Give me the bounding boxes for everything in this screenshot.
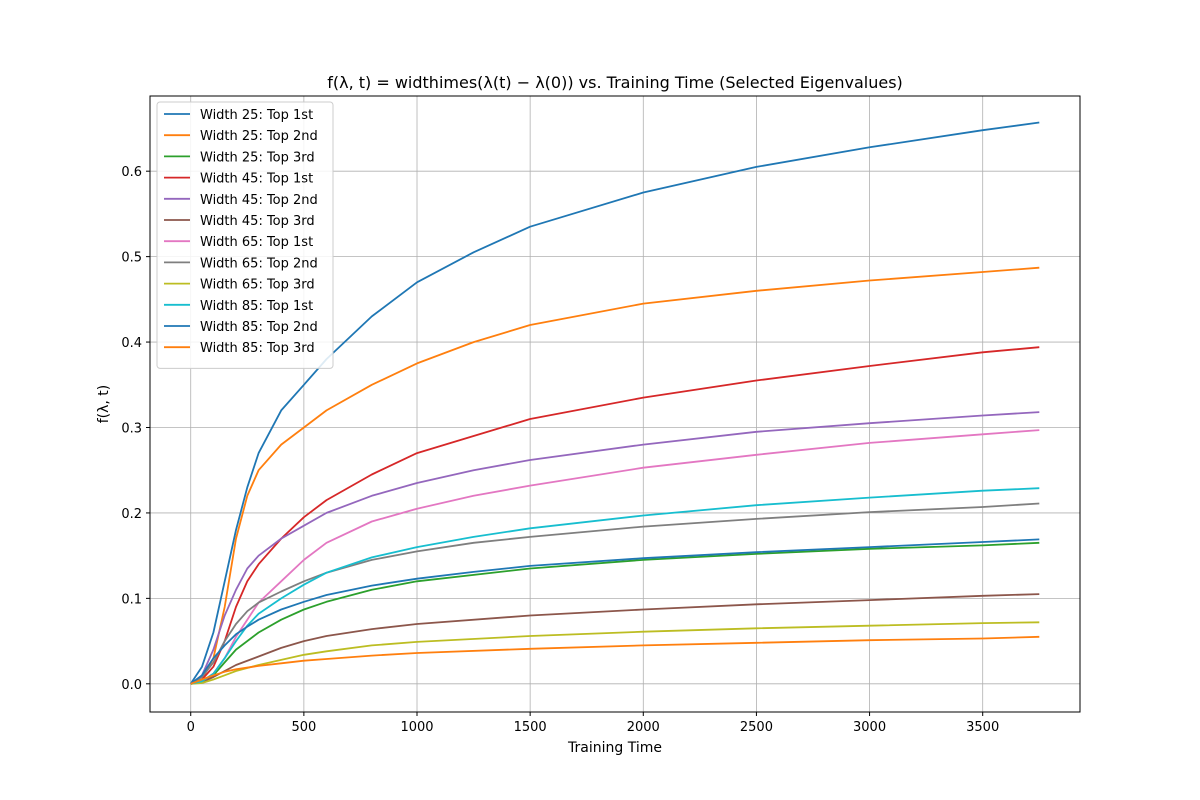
series-line-5	[190, 411, 1040, 685]
legend-label: Width 85: Top 2nd	[200, 320, 318, 335]
legend-label: Width 45: Top 3rd	[200, 214, 315, 229]
y-axis-ticks: 0.0 0.1 0.2 0.3 0.4 0.5 0.6	[121, 165, 150, 693]
y-axis-label: f(λ, t)	[96, 385, 112, 424]
x-axis-ticks: 0 500 1000 1500 2000 2500 3000 3500	[187, 712, 999, 735]
y-tick-label: 0.0	[121, 678, 142, 693]
x-tick-label: 2500	[740, 720, 773, 735]
y-tick-label: 0.5	[121, 251, 142, 266]
legend-label: Width 25: Top 2nd	[200, 129, 318, 144]
x-tick-label: 3500	[966, 720, 999, 735]
series-line-11	[190, 538, 1040, 685]
plot-frame	[149, 95, 1081, 713]
y-tick-label: 0.2	[121, 507, 142, 522]
series-line-10	[190, 487, 1040, 685]
legend-label: Width 45: Top 2nd	[200, 193, 318, 208]
x-tick-label: 0	[187, 720, 195, 735]
legend-label: Width 25: Top 1st	[200, 108, 313, 123]
series-line-9	[190, 621, 1040, 685]
legend-box	[156, 101, 334, 369]
y-tick-label: 0.1	[121, 592, 142, 607]
chart-title: f(λ, t) = widthimes(λ(t) − λ(0)) vs. Tra…	[327, 73, 903, 92]
legend-label: Width 25: Top 3rd	[200, 150, 315, 165]
series-layer	[189, 121, 1040, 685]
x-tick-label: 1500	[514, 720, 547, 735]
x-tick-label: 1000	[400, 720, 433, 735]
x-tick-label: 500	[291, 720, 316, 735]
series-line-2	[190, 266, 1040, 685]
y-tick-label: 0.4	[121, 336, 142, 351]
legend-label: Width 65: Top 1st	[200, 235, 313, 250]
y-tick-label: 0.6	[121, 165, 142, 180]
legend-label: Width 85: Top 1st	[200, 299, 313, 314]
x-tick-label: 3000	[853, 720, 886, 735]
legend-label: Width 65: Top 2nd	[200, 256, 318, 271]
legend: Width 25: Top 1st Width 25: Top 2nd Width …	[156, 101, 334, 369]
legend-label: Width 45: Top 1st	[200, 172, 313, 187]
series-line-12	[190, 635, 1040, 685]
legend-label: Width 85: Top 3rd	[200, 341, 315, 356]
x-tick-label: 2000	[627, 720, 660, 735]
y-tick-label: 0.3	[121, 421, 142, 436]
legend-label: Width 65: Top 3rd	[200, 278, 315, 293]
series-line-3	[190, 541, 1040, 685]
x-axis-label: Training Time	[567, 740, 662, 756]
